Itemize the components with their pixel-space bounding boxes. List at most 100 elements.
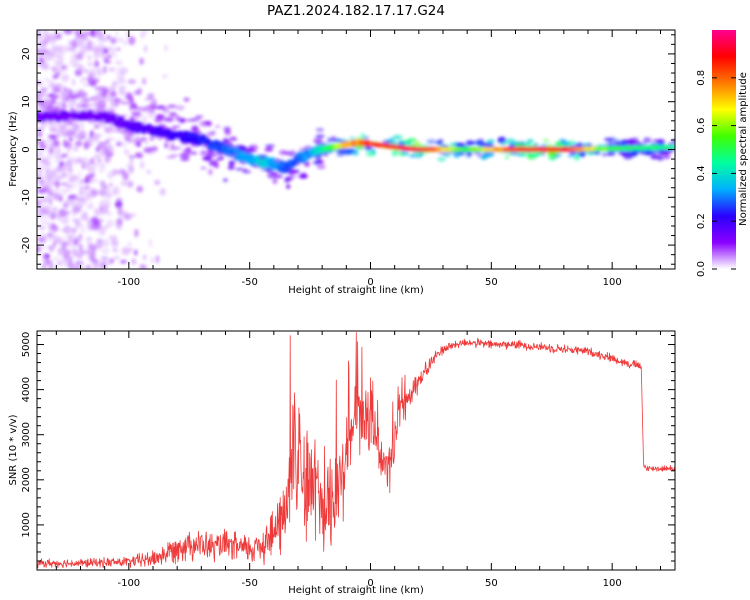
- heatmap-cell: [37, 236, 46, 243]
- heatmap-cell: [164, 118, 173, 122]
- heatmap-cell: [628, 152, 636, 158]
- heatmap-cell: [413, 141, 422, 147]
- x-tick-label: 0: [367, 578, 373, 589]
- heatmap-cell: [97, 43, 105, 50]
- heatmap-cell: [392, 135, 403, 140]
- heatmap-cell: [117, 207, 124, 216]
- heatmap-cell: [47, 245, 56, 250]
- heatmap-cell: [543, 138, 549, 143]
- heatmap-cell: [204, 121, 212, 125]
- heatmap-cell: [80, 77, 84, 84]
- y-tick-label: 1000: [21, 512, 32, 537]
- heatmap-cell: [111, 168, 119, 176]
- heatmap-cell: [91, 162, 99, 168]
- y-tick-label: 20: [21, 48, 32, 61]
- heatmap-cell: [66, 184, 73, 189]
- heatmap-cell: [625, 139, 633, 143]
- heatmap-cell: [39, 226, 45, 230]
- heatmap-cell: [527, 139, 533, 143]
- colorbar-ticks: 0.0 0.2 0.4 0.6 0.8: [696, 70, 736, 277]
- heatmap-cell: [115, 66, 122, 75]
- heatmap-cell: [79, 179, 84, 184]
- x-tick-label: 0: [367, 277, 373, 288]
- heatmap-cell: [116, 217, 123, 227]
- heatmap-cell: [515, 152, 521, 155]
- heatmap-cell: [112, 185, 120, 192]
- heatmap-cell: [50, 99, 56, 103]
- heatmap-cell: [123, 40, 128, 46]
- heatmap-cell: [42, 254, 47, 262]
- heatmap-cell: [70, 227, 79, 232]
- heatmap-cell: [46, 221, 51, 228]
- heatmap-cell: [84, 191, 92, 201]
- heatmap-cell: [93, 261, 100, 269]
- heatmap-cell: [347, 148, 358, 153]
- heatmap-cell: [154, 116, 163, 123]
- snr-ticks: -100 -50 0 50 100 1000 2000 3000 4000 5000: [21, 331, 675, 589]
- heatmap-cell: [152, 147, 159, 150]
- heatmap-cell: [64, 47, 74, 52]
- heatmap-cell: [43, 106, 50, 111]
- heatmap-cell: [57, 102, 61, 109]
- heatmap-cell: [45, 185, 53, 194]
- heatmap-cell: [116, 141, 122, 147]
- heatmap-cell: [175, 105, 185, 111]
- heatmap-cell: [248, 145, 254, 150]
- heatmap-cell: [80, 223, 84, 230]
- heatmap-cell: [313, 138, 323, 144]
- heatmap-cell: [44, 98, 50, 105]
- heatmap-cell: [149, 137, 155, 141]
- heatmap-cell: [43, 37, 53, 44]
- heatmap-cell: [123, 149, 130, 155]
- heatmap-cell: [93, 100, 102, 106]
- heatmap-cell: [76, 157, 84, 163]
- heatmap-cell: [663, 149, 670, 153]
- heatmap-cell: [55, 140, 61, 147]
- heatmap-cell: [37, 34, 43, 41]
- heatmap-cell: [37, 246, 40, 252]
- heatmap-cell: [590, 150, 600, 154]
- heatmap-cell: [99, 163, 106, 169]
- heatmap-cell: [567, 153, 575, 158]
- heatmap-cell: [128, 106, 134, 112]
- heatmap-cell: [37, 140, 42, 144]
- snr-panel: -100 -50 0 50 100 1000 2000 3000 4000 5000 Height…: [8, 330, 676, 596]
- heatmap-cell: [265, 144, 275, 148]
- heatmap-cell: [48, 226, 52, 231]
- snr-frame: [36, 330, 676, 571]
- heatmap-cell: [77, 52, 83, 59]
- heatmap-cell: [215, 157, 221, 162]
- heatmap-cell: [477, 141, 486, 148]
- heatmap-cell: [508, 144, 515, 148]
- heatmap-cell: [89, 224, 93, 231]
- heatmap-cell: [95, 244, 104, 249]
- heatmap-cell: [71, 206, 81, 214]
- heatmap-cell: [41, 264, 47, 268]
- heatmap-cell: [94, 53, 101, 57]
- heatmap-cell: [101, 257, 106, 262]
- heatmap-cell: [99, 180, 106, 186]
- heatmap-cell: [79, 45, 84, 52]
- heatmap-cell: [206, 131, 216, 137]
- heatmap-cell: [87, 62, 96, 66]
- heatmap-cell: [99, 37, 108, 43]
- heatmap-cell: [142, 77, 146, 85]
- heatmap-cell: [112, 81, 118, 87]
- heatmap-cell: [111, 114, 117, 121]
- heatmap-cell: [214, 163, 219, 169]
- heatmap-cell: [269, 157, 276, 164]
- heatmap-cell: [59, 211, 68, 217]
- heatmap-cell: [126, 162, 134, 169]
- heatmap-cell: [67, 90, 74, 94]
- heatmap-cell: [212, 139, 221, 146]
- heatmap-cell: [75, 39, 82, 46]
- heatmap-cell: [264, 147, 274, 152]
- heatmap-cell: [554, 151, 560, 155]
- heatmap-cell: [134, 228, 139, 238]
- heatmap-cell: [52, 206, 58, 213]
- heatmap-cell: [140, 31, 145, 39]
- heatmap-cell: [39, 57, 44, 65]
- heatmap-cell: [610, 150, 616, 156]
- heatmap-cell: [415, 155, 422, 159]
